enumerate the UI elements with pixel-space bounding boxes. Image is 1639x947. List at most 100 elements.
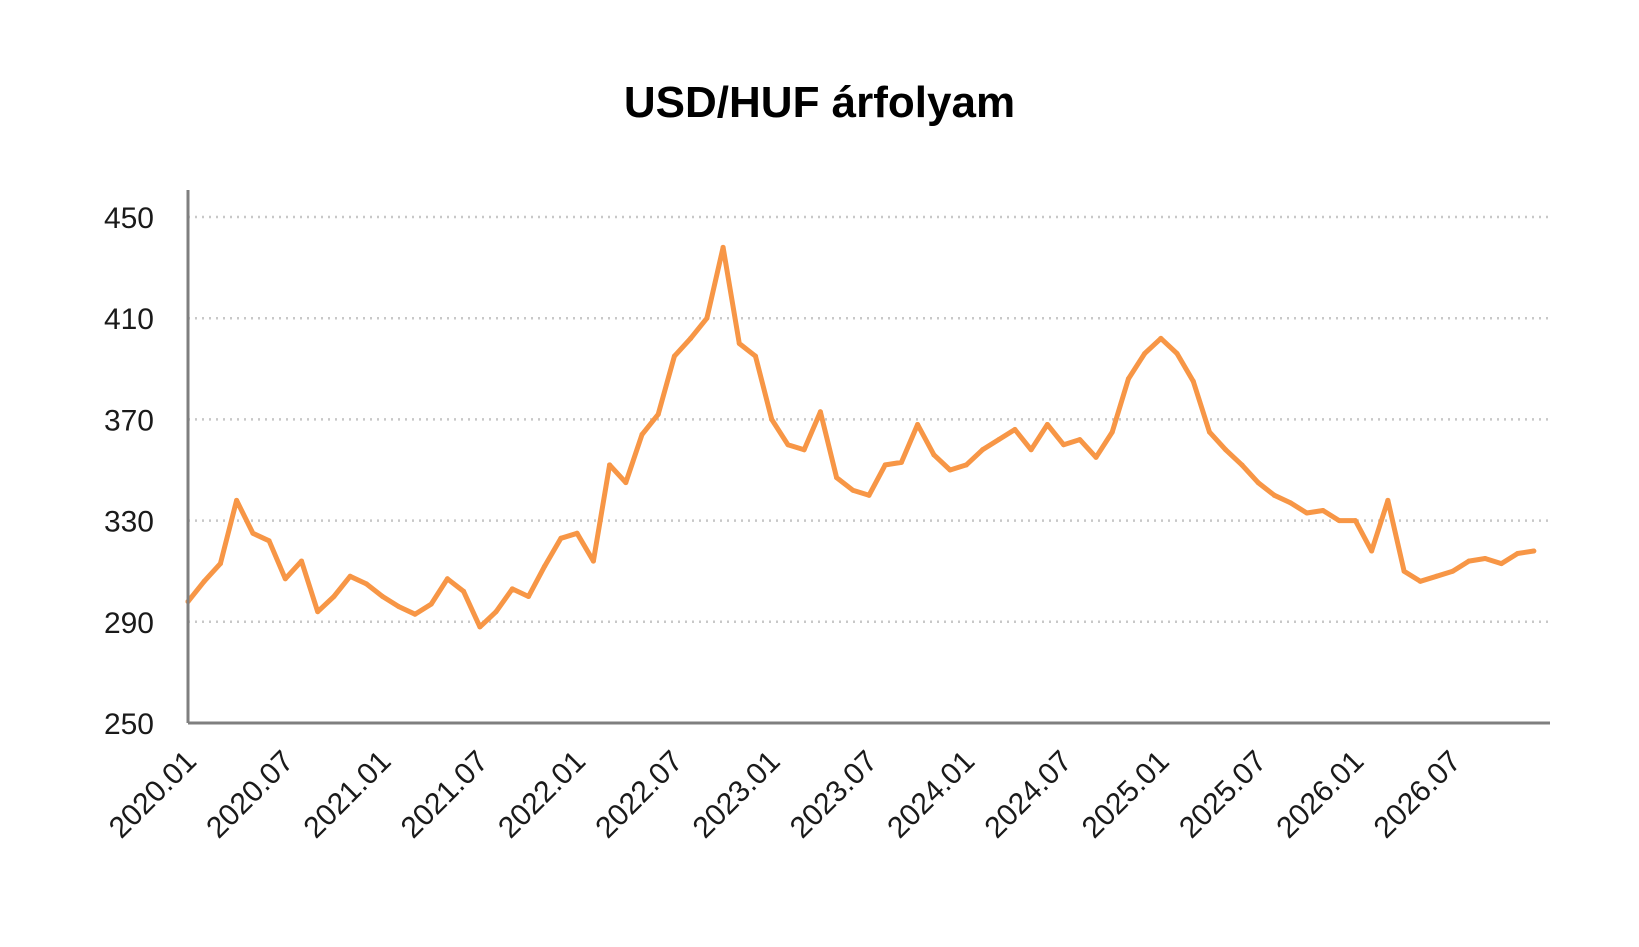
data-point — [412, 611, 418, 617]
data-point — [558, 535, 564, 541]
y-tick-label: 330 — [104, 506, 154, 539]
x-tick-label: 2020.01 — [103, 745, 203, 845]
data-point — [493, 609, 499, 615]
x-tick-label: 2024.07 — [978, 745, 1078, 845]
data-point — [444, 576, 450, 582]
data-point — [1531, 548, 1537, 554]
series-line-0 — [185, 244, 1537, 630]
data-point — [477, 624, 483, 630]
y-tick-label: 290 — [104, 607, 154, 640]
data-point — [574, 530, 580, 536]
data-point — [915, 421, 921, 427]
chart-title: USD/HUF árfolyam — [623, 78, 1016, 127]
data-point — [1466, 558, 1472, 564]
data-point — [428, 601, 434, 607]
y-tick-label: 410 — [104, 303, 154, 336]
data-point — [801, 447, 807, 453]
data-point — [720, 244, 726, 250]
data-point — [1385, 497, 1391, 503]
y-tick-label: 370 — [104, 404, 154, 437]
data-point — [639, 432, 645, 438]
data-point — [882, 462, 888, 468]
data-point — [1190, 378, 1196, 384]
x-axis-tick-labels: 2020.012020.072021.012021.072022.012022.… — [103, 745, 1468, 845]
data-point — [931, 452, 937, 458]
data-point — [1142, 351, 1148, 357]
y-axis-tick-labels: 250 290 330 370 410 450 — [104, 202, 154, 741]
data-point — [347, 573, 353, 579]
data-point — [671, 353, 677, 359]
data-point — [1255, 480, 1261, 486]
data-point — [282, 576, 288, 582]
x-tick-label: 2022.07 — [589, 745, 689, 845]
data-point — [1369, 548, 1375, 554]
x-tick-label: 2026.07 — [1368, 745, 1468, 845]
data-point — [1417, 578, 1423, 584]
data-point — [1158, 335, 1164, 341]
data-point — [947, 467, 953, 473]
x-tick-label: 2020.07 — [200, 745, 300, 845]
data-point — [1012, 427, 1018, 433]
y-tick-label: 450 — [104, 202, 154, 235]
data-point — [331, 594, 337, 599]
data-point — [866, 492, 872, 498]
data-point — [898, 459, 904, 465]
x-tick-label: 2025.01 — [1076, 745, 1176, 845]
data-point — [250, 530, 256, 536]
data-point — [753, 353, 758, 359]
data-point — [1320, 507, 1326, 513]
data-point — [1352, 518, 1358, 524]
data-point — [590, 558, 596, 564]
data-point — [817, 409, 823, 415]
data-point — [623, 480, 629, 486]
data-point — [1498, 561, 1504, 567]
data-point — [736, 341, 742, 346]
data-point — [217, 561, 223, 567]
data-point — [542, 563, 548, 569]
data-point — [1125, 376, 1131, 382]
data-point — [1450, 568, 1456, 574]
data-point — [1044, 421, 1050, 427]
data-point — [1239, 462, 1245, 468]
data-point — [363, 581, 369, 587]
data-point — [1482, 556, 1488, 562]
data-point — [526, 594, 531, 599]
data-point — [1336, 518, 1342, 524]
data-point — [963, 462, 969, 468]
data-point — [1207, 429, 1212, 435]
data-point — [396, 604, 402, 610]
data-point — [607, 462, 613, 468]
data-point — [688, 335, 694, 341]
data-point — [509, 586, 515, 592]
data-point — [380, 594, 386, 599]
data-point — [785, 442, 791, 448]
x-tick-label: 2023.07 — [784, 745, 884, 845]
x-tick-label: 2022.01 — [492, 745, 592, 845]
data-point — [234, 497, 240, 503]
series-group — [185, 244, 1537, 630]
data-point — [1401, 568, 1407, 574]
data-point — [1174, 351, 1180, 357]
data-point — [299, 558, 304, 564]
data-point — [704, 315, 710, 321]
x-tick-label: 2026.01 — [1270, 745, 1370, 845]
data-point — [655, 411, 661, 417]
data-point — [461, 588, 467, 594]
data-point — [769, 416, 775, 422]
data-point — [1434, 573, 1439, 579]
data-point — [1288, 500, 1294, 506]
y-tick-label: 250 — [104, 708, 154, 741]
x-tick-label: 2025.07 — [1173, 745, 1273, 845]
x-tick-label: 2021.01 — [297, 745, 397, 845]
data-point — [1028, 447, 1034, 453]
data-point — [266, 538, 272, 544]
data-point — [850, 487, 856, 493]
data-point — [834, 475, 840, 481]
data-point — [996, 437, 1002, 443]
data-point — [1223, 447, 1229, 453]
gridlines — [188, 215, 1550, 624]
data-point — [1271, 492, 1277, 498]
x-tick-label: 2023.01 — [687, 745, 787, 845]
data-point — [1304, 510, 1310, 516]
